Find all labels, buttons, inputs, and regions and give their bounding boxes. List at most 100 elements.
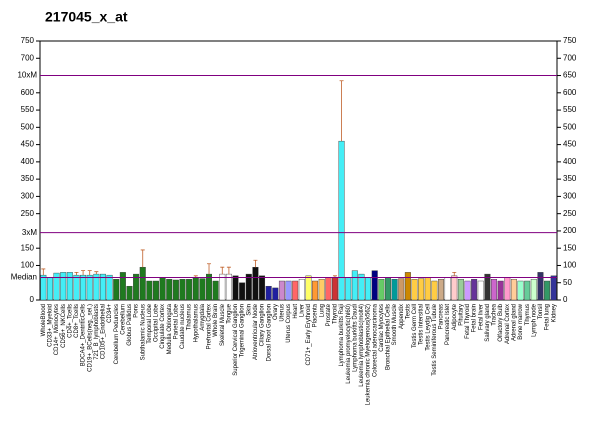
bar — [133, 273, 140, 301]
x-tick-label: Olfactory Bulb — [498, 303, 504, 341]
bar — [139, 266, 146, 301]
bar — [537, 272, 544, 301]
bar — [431, 280, 438, 301]
bar — [126, 285, 133, 301]
y2-tick-label: 650 — [563, 71, 577, 80]
bar — [73, 274, 80, 301]
y-tick-label: 700 — [21, 53, 35, 62]
bar — [166, 279, 173, 301]
x-tick-label: CD33+_Myeloid — [48, 304, 54, 347]
x-tick-label: Pituitary — [458, 304, 464, 326]
bar — [106, 274, 113, 301]
bar — [113, 279, 120, 301]
x-tick-label: Medulla Oblongata — [167, 303, 173, 354]
y2-tick-label: 200 — [563, 226, 577, 235]
y2-tick-label: 0 — [563, 295, 568, 304]
x-tick-label: Fetal Thyroid — [465, 304, 471, 339]
bar — [378, 279, 385, 301]
y-tick-label: 100 — [21, 261, 35, 270]
reference-label: 10xM — [17, 71, 37, 80]
bar — [239, 282, 246, 301]
x-tick-label: Skeletal Muscle — [220, 303, 226, 346]
x-tick-label: Pancreatic Islet — [445, 304, 451, 345]
bar — [411, 279, 418, 301]
y-tick-label: 150 — [21, 243, 35, 252]
x-tick-label: Smooth Muscle — [392, 303, 398, 345]
x-tick-label: Lymph node — [531, 303, 537, 336]
x-tick-label: CD14+_Monocytes — [54, 304, 60, 355]
x-tick-label: Testis — [405, 304, 411, 319]
x-tick-label: Thyroid — [333, 304, 339, 324]
bar — [391, 279, 398, 301]
bar — [159, 277, 166, 301]
x-tick-label: Testis Leydig Cell — [425, 304, 431, 351]
y2-tick-label: 700 — [563, 53, 577, 62]
bar — [384, 277, 391, 301]
y-tick-label: 350 — [21, 174, 35, 183]
x-tick-label: Lung — [319, 304, 325, 317]
y2-tick-label: 600 — [563, 88, 577, 97]
x-tick-label: Bronchial Epithelial Cells — [386, 304, 392, 370]
bar — [66, 272, 73, 301]
x-tick-label: Thymus — [525, 304, 531, 325]
bar — [444, 277, 451, 301]
error-bar — [81, 270, 86, 276]
bar — [146, 280, 153, 301]
x-tick-label: CD19+_BCells(neg._sel.) — [87, 304, 93, 372]
x-tick-label: CD34+ — [107, 304, 113, 323]
x-tick-label: Ovary — [273, 304, 279, 320]
bar — [491, 279, 498, 301]
bar — [331, 277, 338, 301]
bar — [60, 272, 67, 301]
x-tick-label: Occipital Lobe — [154, 303, 160, 342]
x-tick-label: Leukemia chronic Myelogenous(k562) — [366, 304, 372, 405]
x-tick-label: CD56+_NKCells — [61, 304, 67, 348]
bar — [371, 270, 378, 301]
bar — [265, 285, 272, 301]
bar — [259, 275, 266, 301]
bar — [550, 275, 557, 301]
error-bar — [220, 266, 225, 275]
y2-tick-label: 350 — [563, 174, 577, 183]
bar — [457, 279, 464, 301]
x-tick-label: Superior Cervical Ganglion — [233, 304, 239, 376]
x-tick-label: Globus Pallidus — [127, 304, 133, 346]
bar — [358, 273, 365, 301]
x-tick-label: Parietal Lobe — [173, 303, 179, 339]
error-bar — [94, 271, 99, 275]
bar — [272, 287, 279, 301]
x-tick-label: Uterus — [280, 304, 286, 322]
bar — [345, 277, 352, 301]
bar — [252, 266, 259, 301]
error-bar — [253, 259, 258, 268]
x-tick-label: CD8+_Tcells — [74, 304, 80, 338]
y-tick-label: 300 — [21, 192, 35, 201]
error-bar — [339, 80, 344, 142]
x-tick-label: 721_B_lymphoblasts — [94, 304, 100, 360]
bar — [398, 278, 405, 301]
x-tick-label: Temporal Lobe — [147, 303, 153, 343]
x-tick-label: Hypothalamus — [193, 304, 199, 342]
y2-tick-label: 250 — [563, 209, 577, 218]
bar — [464, 280, 471, 301]
x-tick-label: Fetal lung — [545, 304, 551, 330]
x-tick-label: Liver — [299, 304, 305, 317]
x-tick-label: Pancreas — [439, 304, 445, 329]
x-tick-label: Placenta — [313, 303, 319, 327]
y2-tick-label: 750 — [563, 36, 577, 45]
y-tick-label: 400 — [21, 157, 35, 166]
x-tick-label: Pons — [134, 304, 140, 318]
x-tick-label: Caudate nucleus — [180, 304, 186, 349]
x-tick-label: Kidney — [551, 304, 557, 322]
x-tick-label: Colorectal adenocarcinoma — [372, 303, 378, 377]
y2-tick-label: 100 — [563, 261, 577, 270]
y-tick-label: 250 — [21, 209, 35, 218]
error-bar — [140, 249, 145, 268]
bar — [192, 277, 199, 301]
error-bar — [87, 270, 92, 276]
y2-tick-label: 450 — [563, 140, 577, 149]
x-tick-label: Uterus Corpus — [286, 304, 292, 343]
x-tick-label: Skin — [246, 304, 252, 316]
x-tick-label: Salivary gland — [485, 304, 491, 342]
x-tick-label: Lymphoma burkitts Raji — [339, 304, 345, 366]
